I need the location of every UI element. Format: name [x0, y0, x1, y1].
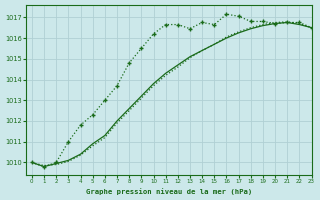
X-axis label: Graphe pression niveau de la mer (hPa): Graphe pression niveau de la mer (hPa) [85, 188, 252, 195]
